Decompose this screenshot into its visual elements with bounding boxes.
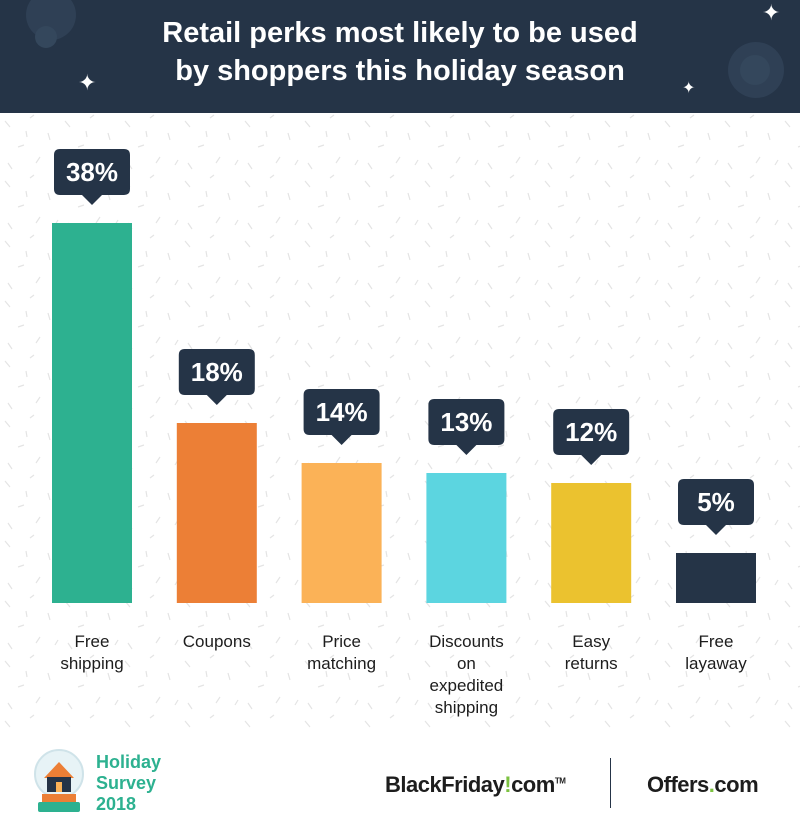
data-label: 38% (66, 157, 118, 187)
bar (676, 553, 756, 603)
category-label-line: Easy (572, 632, 610, 651)
data-label: 18% (191, 357, 243, 387)
data-label: 12% (565, 417, 617, 447)
category-label: Coupons (183, 632, 251, 651)
logo-text: . (708, 772, 715, 797)
bar (301, 463, 382, 603)
value-label-bubble (553, 409, 630, 465)
logo-text: com (511, 772, 555, 797)
logo-text: TM (554, 776, 566, 786)
holiday-survey-label: Holiday Survey 2018 (96, 752, 161, 815)
value-label-bubble (303, 389, 380, 445)
survey-line: 2018 (96, 794, 137, 814)
category-label: Free shipping (60, 632, 123, 673)
value-label-bubble (54, 149, 130, 205)
logo-text: BlackFriday (385, 772, 505, 797)
category-label-line: layaway (685, 654, 747, 673)
logo-text: ! (504, 772, 512, 797)
bar (551, 483, 632, 603)
category-label: Easy returns (565, 632, 618, 673)
bar (52, 223, 132, 603)
footer (0, 730, 800, 825)
category-label-line: Free (75, 632, 110, 651)
data-label: 14% (316, 397, 368, 427)
category-label-line: Price (322, 632, 361, 651)
sparkle-icon: ✦ (762, 0, 781, 25)
blackfriday-logo: BlackFriday!comTM (385, 772, 566, 798)
category-label-line: Coupons (183, 632, 251, 651)
bar (426, 473, 507, 603)
snow-globe-house-icon (34, 749, 84, 812)
category-label-line: on (457, 654, 476, 673)
logo-text: com (714, 772, 759, 797)
category-label: Discounts on expedited shipping (429, 632, 504, 717)
category-label-line: shipping (435, 698, 498, 717)
value-label-bubble (428, 399, 505, 455)
value-label-bubble (178, 349, 255, 405)
bar (176, 423, 257, 603)
category-label-line: returns (565, 654, 618, 673)
survey-line: Survey (96, 773, 157, 793)
chart-title-line: by shoppers this holiday season (175, 55, 625, 87)
decorative-circle (35, 26, 57, 48)
offers-logo: Offers.com (647, 772, 759, 798)
category-label-line: shipping (60, 654, 123, 673)
category-label-line: Free (699, 632, 734, 651)
decorative-circle (740, 55, 770, 85)
bar-chart: 38% Free shipping 18% Coupons 14% Price matchin… (52, 149, 756, 717)
category-label: Price matching (307, 632, 376, 673)
category-label: Free layaway (685, 632, 747, 673)
header-banner: ✦ ✦ ✦ Retail perks most likely to be use… (0, 0, 800, 113)
category-label-line: matching (307, 654, 376, 673)
logo-divider (610, 758, 611, 808)
sparkle-icon: ✦ (682, 80, 696, 97)
value-label-bubble (678, 479, 754, 535)
chart-title: Retail perks most likely to be used by sh… (0, 14, 800, 90)
survey-line: Holiday (96, 752, 162, 772)
category-label-line: expedited (430, 676, 504, 695)
logo-text: Offers (647, 772, 709, 797)
data-label: 5% (697, 487, 735, 517)
chart-title-line: Retail perks most likely to be used (162, 17, 638, 49)
confetti-background (0, 113, 800, 730)
sparkle-icon: ✦ (78, 70, 97, 95)
data-label: 13% (440, 407, 492, 437)
category-label-line: Discounts (429, 632, 504, 651)
